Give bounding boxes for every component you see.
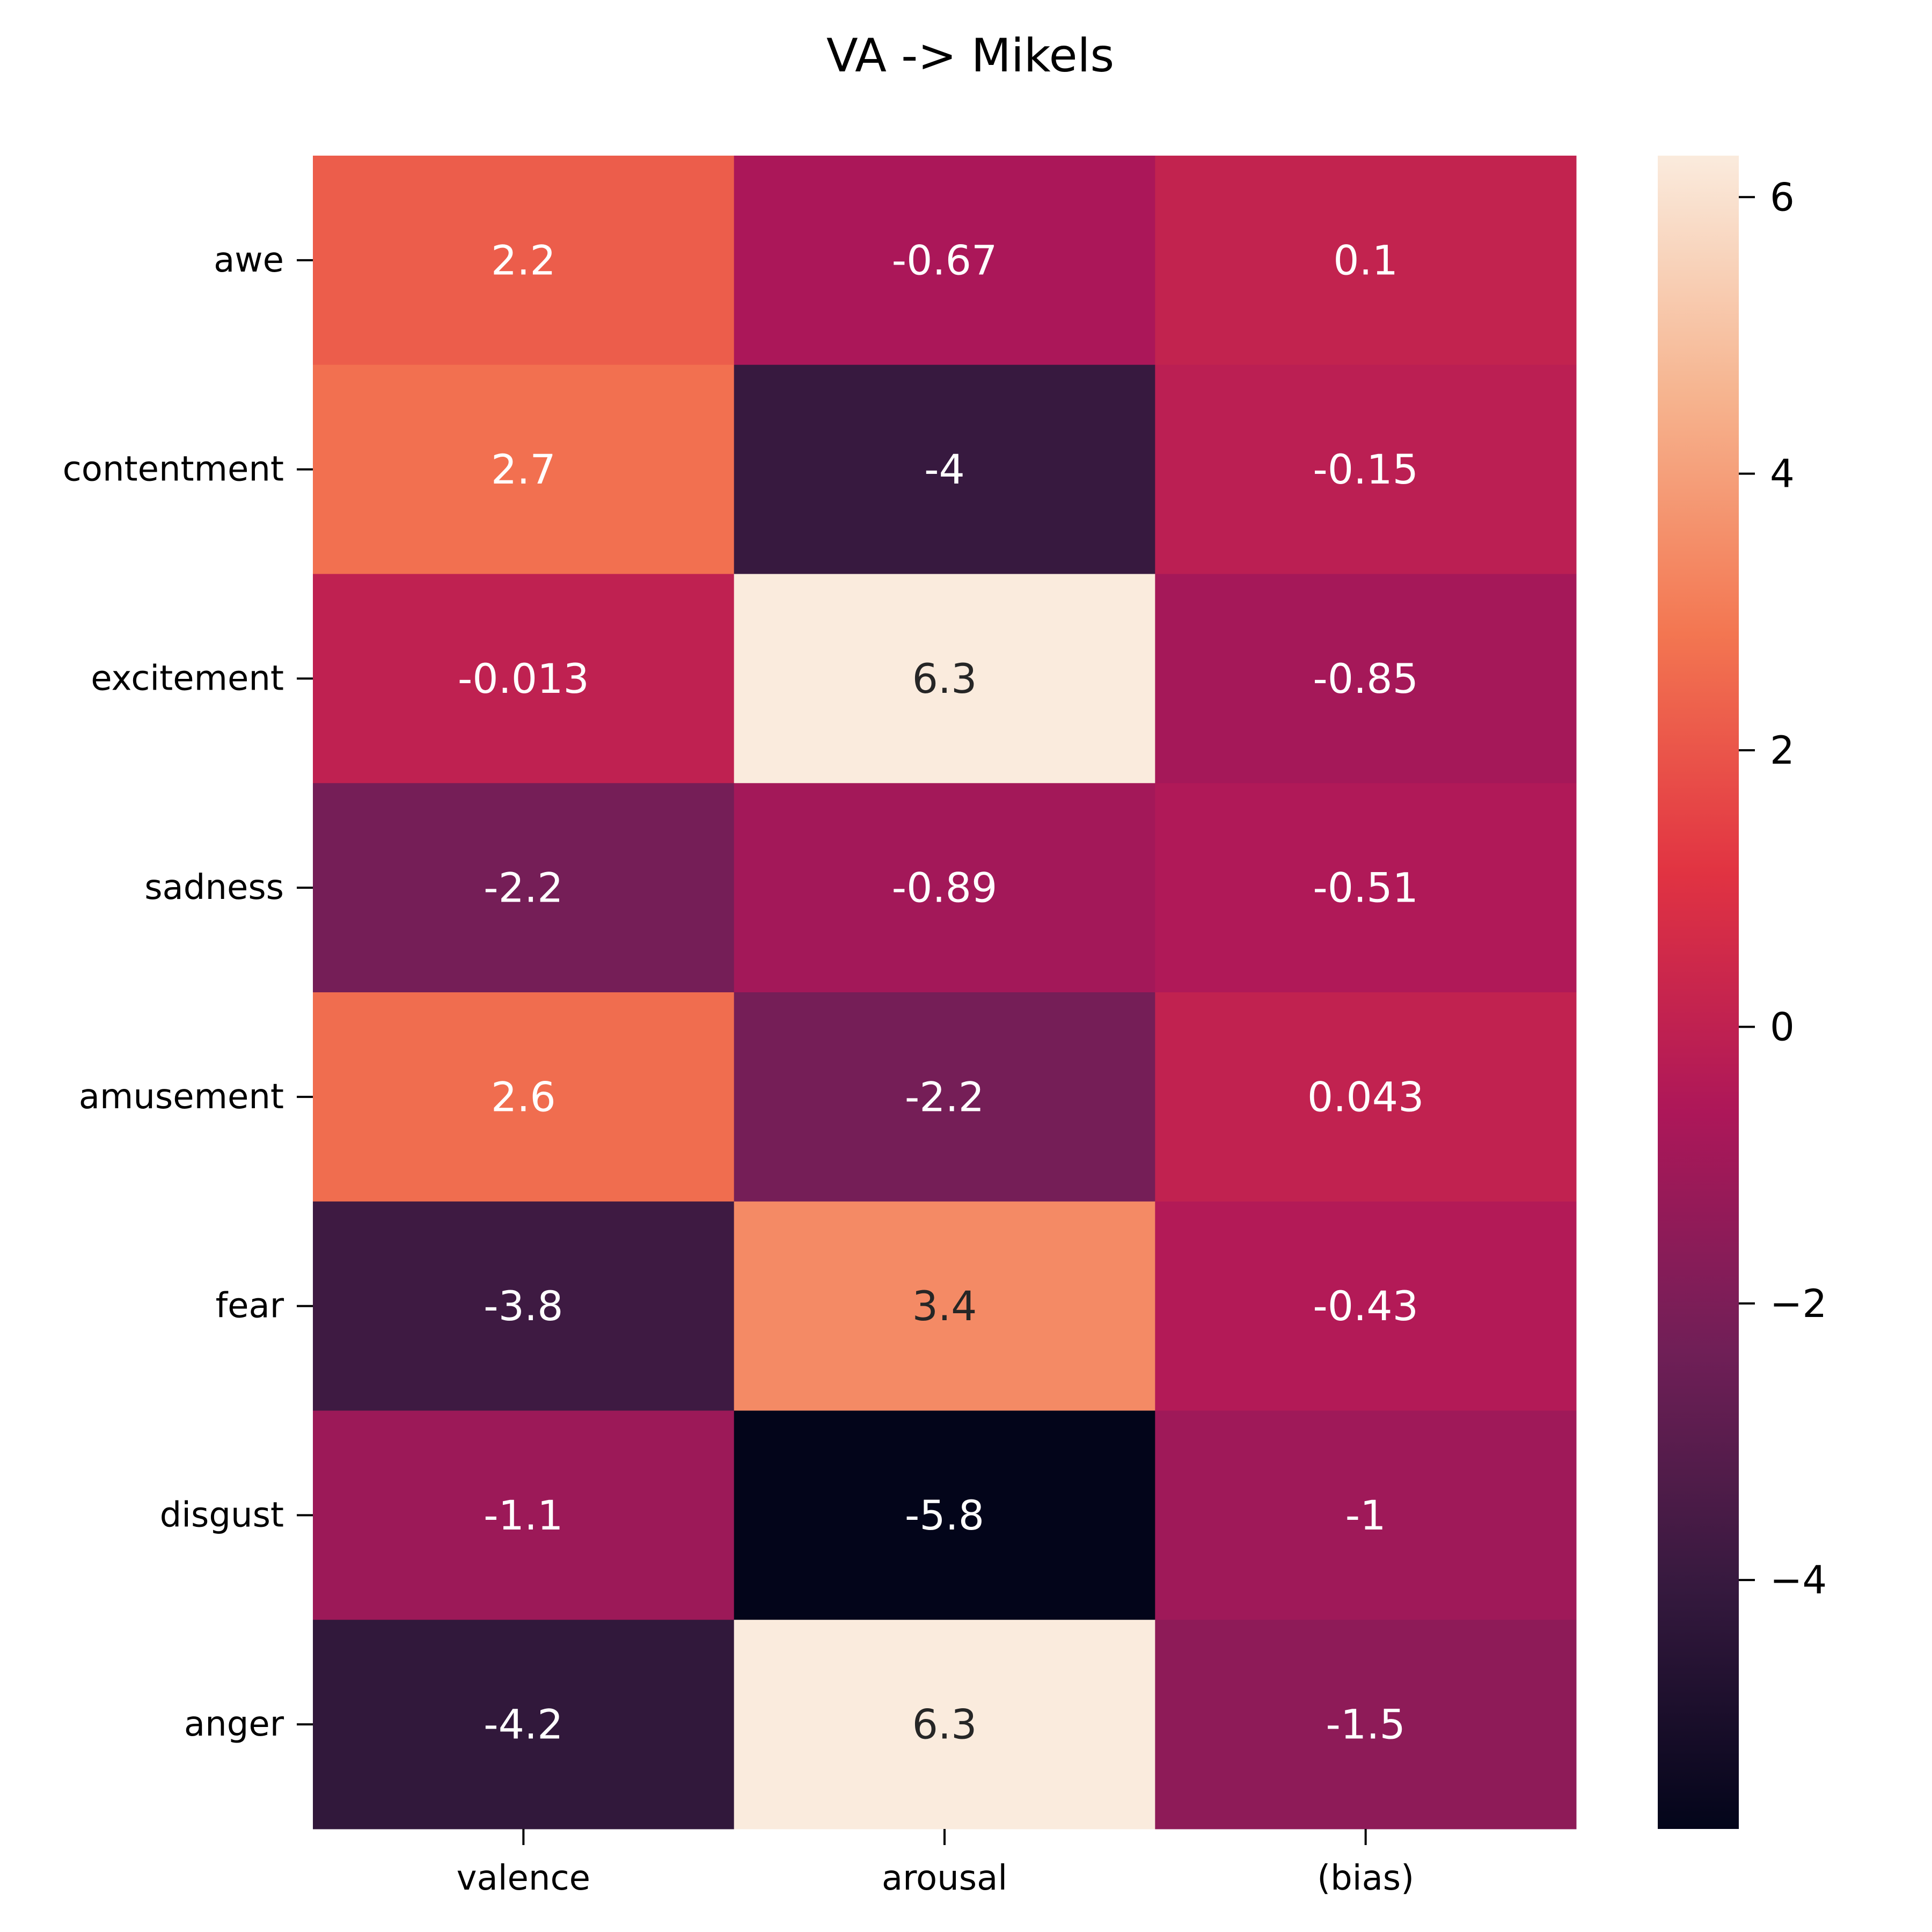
heatmap-cell (1155, 1410, 1577, 1620)
chart-title: VA -> Mikels (826, 29, 1114, 83)
cell-value-label: 6.3 (912, 1701, 977, 1748)
cell-value-label: 3.4 (912, 1282, 977, 1330)
cell-value-label: -3.8 (484, 1282, 563, 1330)
heatmap-cell (1155, 1201, 1577, 1411)
cell-value-label: -4 (924, 445, 965, 493)
colorbar-tick-label: 4 (1770, 451, 1795, 496)
y-axis: awe contentment excitement sadness amusement… (63, 240, 313, 1744)
y-tick-label: awe (214, 240, 284, 280)
cell-value-label: -0.89 (892, 864, 998, 912)
colorbar-tick-label: 6 (1770, 174, 1795, 219)
y-tick-label: anger (184, 1704, 284, 1744)
heatmap-cell (313, 574, 735, 784)
cell-value-label: 2.2 (491, 236, 556, 284)
heatmap-cells (313, 156, 1577, 1829)
heatmap-cell (1155, 364, 1577, 574)
heatmap-cell (734, 364, 1155, 574)
cell-value-label: -0.43 (1313, 1282, 1418, 1330)
cell-value-label: -1.5 (1326, 1701, 1406, 1748)
cell-value-label: 2.7 (491, 445, 556, 493)
heatmap-cell (1155, 783, 1577, 993)
y-tick-label: excitement (91, 658, 284, 698)
cell-value-label: -2.2 (484, 864, 563, 912)
colorbar-tick-label: −4 (1770, 1557, 1827, 1602)
heatmap-cell (1155, 574, 1577, 784)
cell-value-label: -0.85 (1313, 655, 1418, 702)
heatmap-cell (1155, 992, 1577, 1202)
heatmap-annotations: 2.2 -0.67 0.1 2.7 -4 -0.15 -0.013 6.3 -0.85 -2.2 -… (458, 236, 1424, 1748)
heatmap-cell (734, 156, 1155, 365)
y-tick-label: contentment (63, 450, 284, 489)
colorbar-tick-label: 0 (1770, 1004, 1795, 1049)
cell-value-label: 2.6 (491, 1073, 556, 1121)
heatmap-cell (313, 1201, 735, 1411)
heatmap-cell (734, 783, 1155, 993)
colorbar-gradient (1658, 156, 1739, 1829)
cell-value-label: 0.043 (1307, 1073, 1424, 1121)
cell-value-label: -0.013 (458, 655, 589, 702)
y-tick-label: fear (216, 1286, 284, 1326)
heatmap-cell (734, 1410, 1155, 1620)
heatmap-cell (734, 1201, 1155, 1411)
heatmap-cell (313, 992, 735, 1202)
heatmap-cell (1155, 1620, 1577, 1829)
heatmap-cell (313, 783, 735, 993)
heatmap-cell (313, 1620, 735, 1829)
x-tick-label: arousal (882, 1858, 1007, 1898)
heatmap-cell (313, 364, 735, 574)
heatmap-cell (734, 1620, 1155, 1829)
x-axis: valence arousal (bias) (457, 1829, 1414, 1898)
cell-value-label: 6.3 (912, 655, 977, 702)
cell-value-label: 0.1 (1333, 236, 1398, 284)
colorbar-tick-label: −2 (1770, 1281, 1827, 1326)
cell-value-label: -5.8 (905, 1491, 984, 1539)
y-tick-label: disgust (160, 1495, 284, 1535)
colorbar-tick-label: 2 (1770, 728, 1795, 773)
cell-value-label: -0.15 (1313, 445, 1418, 493)
cell-value-label: -2.2 (905, 1073, 984, 1121)
cell-value-label: -1.1 (484, 1491, 563, 1539)
y-tick-label: sadness (144, 868, 284, 908)
heatmap-cell (1155, 156, 1577, 365)
cell-value-label: -4.2 (484, 1701, 563, 1748)
heatmap-cell (313, 1410, 735, 1620)
cell-value-label: -0.51 (1313, 864, 1418, 912)
heatmap-cell (734, 574, 1155, 784)
x-tick-label: (bias) (1317, 1858, 1414, 1898)
cell-value-label: -1 (1345, 1491, 1386, 1539)
x-tick-label: valence (457, 1858, 590, 1898)
heatmap-cell (313, 156, 735, 365)
y-tick-label: amusement (79, 1077, 284, 1117)
heatmap-cell (734, 992, 1155, 1202)
cell-value-label: -0.67 (892, 236, 998, 284)
colorbar: 6 4 2 0 −2 −4 (1658, 156, 1827, 1829)
